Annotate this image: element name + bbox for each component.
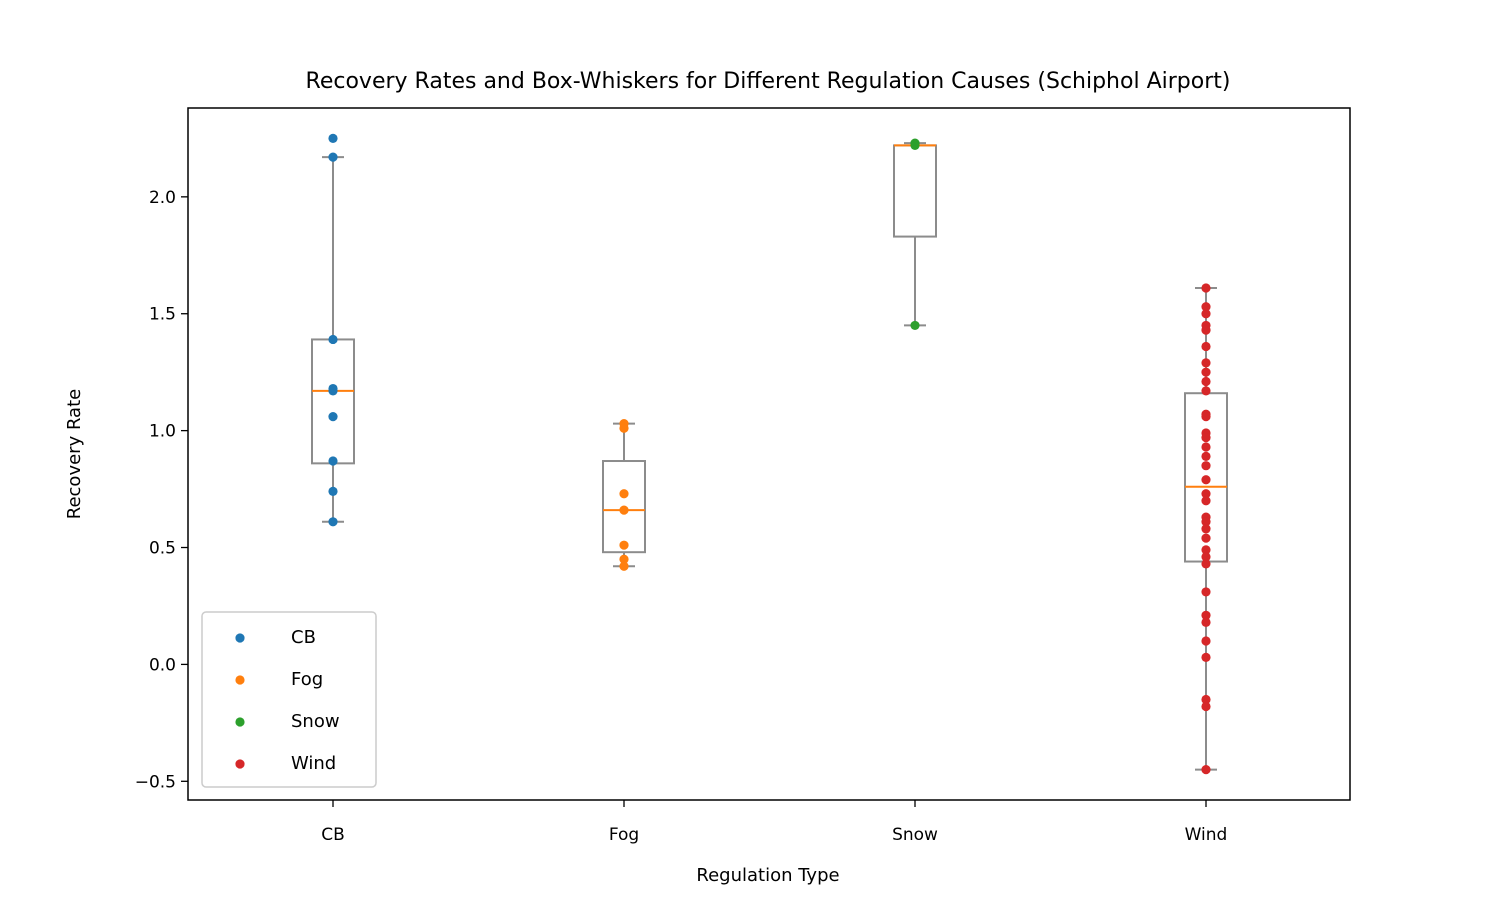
data-point	[328, 386, 338, 396]
data-point	[1201, 451, 1211, 461]
data-point	[619, 423, 629, 433]
plot-area	[311, 133, 1228, 775]
legend-item-cb: CB	[235, 627, 316, 648]
x-axis-label: Regulation Type	[696, 865, 839, 886]
data-point	[328, 486, 338, 497]
plot-frame	[187, 107, 1351, 801]
data-point	[1201, 411, 1211, 422]
data-point	[1201, 517, 1211, 527]
iqr-box	[311, 338, 355, 465]
data-point	[1201, 376, 1211, 387]
data-point	[1201, 341, 1211, 352]
data-point	[1201, 765, 1211, 775]
data-point	[619, 489, 629, 499]
data-point	[1201, 475, 1211, 485]
data-point	[1201, 302, 1211, 312]
data-point	[1201, 524, 1211, 534]
legend-marker	[235, 717, 245, 727]
data-point	[1201, 367, 1211, 377]
y-tick-label: 1.5	[149, 305, 176, 325]
data-point	[1201, 496, 1211, 506]
data-point	[1201, 309, 1211, 319]
points-snow	[910, 138, 920, 331]
legend-label: Wind	[291, 753, 336, 774]
box-whisker-snow	[893, 142, 937, 327]
y-tick-label: 0.0	[149, 655, 176, 675]
legend-frame	[201, 611, 377, 788]
legend-marker	[235, 633, 245, 643]
data-point	[619, 540, 629, 550]
data-point	[1201, 617, 1211, 627]
y-tick-label: 1.0	[149, 422, 176, 442]
data-point	[1201, 533, 1211, 543]
data-point	[328, 133, 338, 143]
data-point	[1201, 545, 1211, 555]
data-point	[619, 505, 629, 515]
data-point	[328, 456, 338, 466]
data-point	[1201, 636, 1211, 646]
legend-marker	[235, 675, 245, 685]
legend-item-wind: Wind	[235, 753, 336, 774]
data-point	[1201, 587, 1211, 597]
iqr-box	[602, 460, 646, 554]
x-tick-label: Wind	[1185, 825, 1228, 845]
legend-item-snow: Snow	[235, 711, 340, 732]
data-point	[619, 561, 629, 571]
data-point	[328, 334, 338, 345]
data-point	[910, 320, 920, 331]
data-point	[1201, 489, 1211, 499]
data-point	[1201, 559, 1211, 569]
y-axis-label: Recovery Rate	[64, 389, 85, 519]
data-point	[1201, 694, 1211, 705]
y-tick-label: 0.5	[149, 539, 176, 559]
data-point	[328, 152, 338, 162]
data-point	[619, 554, 629, 564]
data-point	[1201, 358, 1211, 368]
data-point	[1201, 442, 1211, 452]
data-point	[1201, 386, 1211, 396]
points-fog	[619, 419, 629, 571]
data-point	[1201, 701, 1211, 712]
data-point	[1201, 325, 1211, 335]
legend-label: Fog	[291, 669, 323, 690]
legend-item-fog: Fog	[235, 669, 323, 690]
y-tick-label: −0.5	[135, 772, 176, 792]
legend: CB Fog Snow Wind	[201, 611, 377, 788]
data-point	[1201, 610, 1211, 620]
data-point	[1201, 283, 1211, 293]
data-point	[910, 140, 920, 151]
data-point	[1201, 652, 1211, 662]
points-cb	[328, 133, 338, 527]
data-point	[328, 411, 338, 422]
data-point	[328, 517, 338, 527]
legend-label: Snow	[291, 711, 340, 732]
points-wind	[1201, 283, 1211, 775]
data-point	[1201, 433, 1211, 443]
x-tick-label: CB	[321, 825, 345, 845]
data-point	[1201, 552, 1211, 562]
x-tick-label: Snow	[892, 825, 938, 845]
legend-marker	[235, 759, 245, 769]
data-point	[1201, 461, 1211, 471]
legend-label: CB	[291, 627, 316, 648]
axes: −0.5 0.0 0.5 1.0 1.5 2.0 CB Fog Snow Wind	[135, 188, 1228, 845]
x-tick-label: Fog	[609, 825, 639, 845]
y-tick-label: 2.0	[149, 188, 176, 208]
chart-title: Recovery Rates and Box-Whiskers for Diff…	[306, 69, 1231, 94]
iqr-box	[893, 144, 937, 238]
